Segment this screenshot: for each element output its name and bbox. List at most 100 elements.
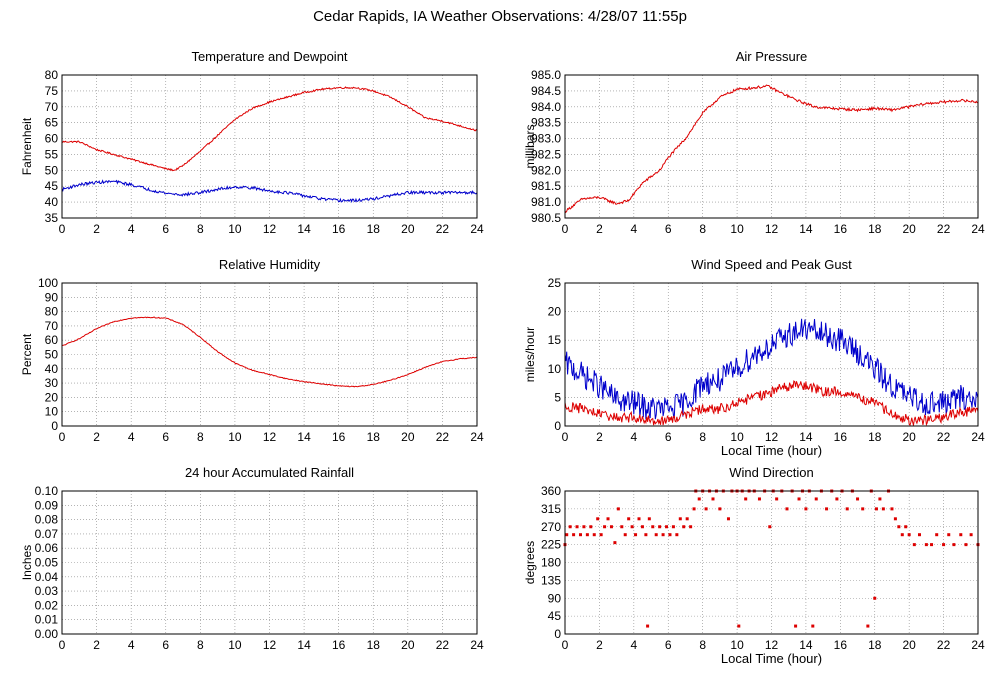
y-tick-label: 90 [45,290,59,304]
data-point [613,541,617,545]
data-point [947,533,951,537]
x-tick-label: 12 [765,638,779,652]
y-tick-label: 10 [45,405,59,419]
x-tick-label: 24 [971,222,985,236]
y-tick-label: 25 [548,276,562,290]
data-point [804,507,808,511]
data-point [811,624,815,628]
y-tick-label: 40 [45,195,59,209]
y-tick-label: 0.01 [35,613,59,627]
x-tick-label: 0 [59,638,66,652]
y-tick-label: 80 [45,68,59,82]
x-tick-label: 0 [562,222,569,236]
x-tick-label: 16 [834,638,848,652]
x-tick-label: 6 [162,638,169,652]
data-point [768,525,772,529]
data-point [623,533,627,537]
data-point [572,533,576,537]
x-tick-label: 4 [128,222,135,236]
data-point [744,497,748,501]
data-point [726,517,730,521]
x-axis-label: Local Time (hour) [721,651,822,666]
y-tick-label: 0.06 [35,541,59,555]
data-point [718,507,722,511]
data-point [616,507,620,511]
plot-frame [61,490,478,635]
y-tick-label: 0.07 [35,527,59,541]
y-tick-label: 50 [45,348,59,362]
x-tick-label: 2 [596,430,603,444]
data-point [775,497,779,501]
y-tick-label: 983.0 [531,132,561,146]
data-point [637,517,641,521]
y-tick-label: 985.0 [531,68,561,82]
y-tick-label: 0.02 [35,598,59,612]
x-tick-label: 22 [436,638,450,652]
y-tick-label: 135 [541,573,561,587]
y-tick-label: 30 [45,376,59,390]
x-tick-label: 2 [596,638,603,652]
data-point [675,533,679,537]
y-axis-label: Fahrenheit [20,117,34,175]
x-tick-label: 10 [730,222,744,236]
x-tick-label: 10 [730,638,744,652]
y-axis-label: Inches [20,545,34,580]
y-axis-label: millibars [523,124,537,168]
data-point [897,525,901,529]
x-tick-label: 12 [263,430,277,444]
data-point [644,533,648,537]
data-point [924,543,928,547]
data-point [904,525,908,529]
x-tick-label: 12 [765,222,779,236]
y-tick-label: 75 [45,84,59,98]
data-point [665,525,669,529]
data-point [589,525,593,529]
y-tick-label: 15 [548,333,562,347]
y-tick-label: 981.0 [531,195,561,209]
data-point [592,533,596,537]
data-point [599,533,603,537]
x-tick-label: 8 [197,430,204,444]
y-tick-label: 0.00 [35,627,59,641]
x-tick-label: 22 [436,430,450,444]
x-tick-label: 4 [128,430,135,444]
data-point [647,517,651,521]
x-tick-label: 14 [297,430,311,444]
y-tick-label: 20 [548,305,562,319]
x-tick-label: 20 [902,222,916,236]
y-tick-label: 0.05 [35,556,59,570]
y-tick-label: 0.04 [35,570,59,584]
y-tick-label: 270 [541,520,561,534]
data-point [866,624,870,628]
chart-title: Air Pressure [736,49,808,64]
y-tick-label: 35 [45,211,59,225]
data-point [658,525,662,529]
y-tick-label: 0.09 [35,498,59,512]
x-tick-label: 24 [470,222,484,236]
data-point [912,543,916,547]
x-tick-label: 22 [436,222,450,236]
data-point [585,533,589,537]
y-tick-label: 45 [548,609,562,623]
data-point [785,507,789,511]
y-tick-label: 50 [45,163,59,177]
x-tick-label: 20 [902,638,916,652]
x-tick-label: 0 [562,430,569,444]
y-tick-label: 315 [541,502,561,516]
data-point [630,525,634,529]
x-tick-label: 12 [263,222,277,236]
series-line [564,380,979,427]
data-point [678,517,682,521]
data-point [878,497,882,501]
x-tick-label: 16 [332,222,346,236]
data-point [964,543,968,547]
data-point [930,543,934,547]
data-point [900,533,904,537]
y-tick-label: 0 [554,627,561,641]
data-point [634,533,638,537]
y-tick-label: 70 [45,100,59,114]
x-tick-label: 24 [470,638,484,652]
x-tick-label: 14 [799,222,813,236]
